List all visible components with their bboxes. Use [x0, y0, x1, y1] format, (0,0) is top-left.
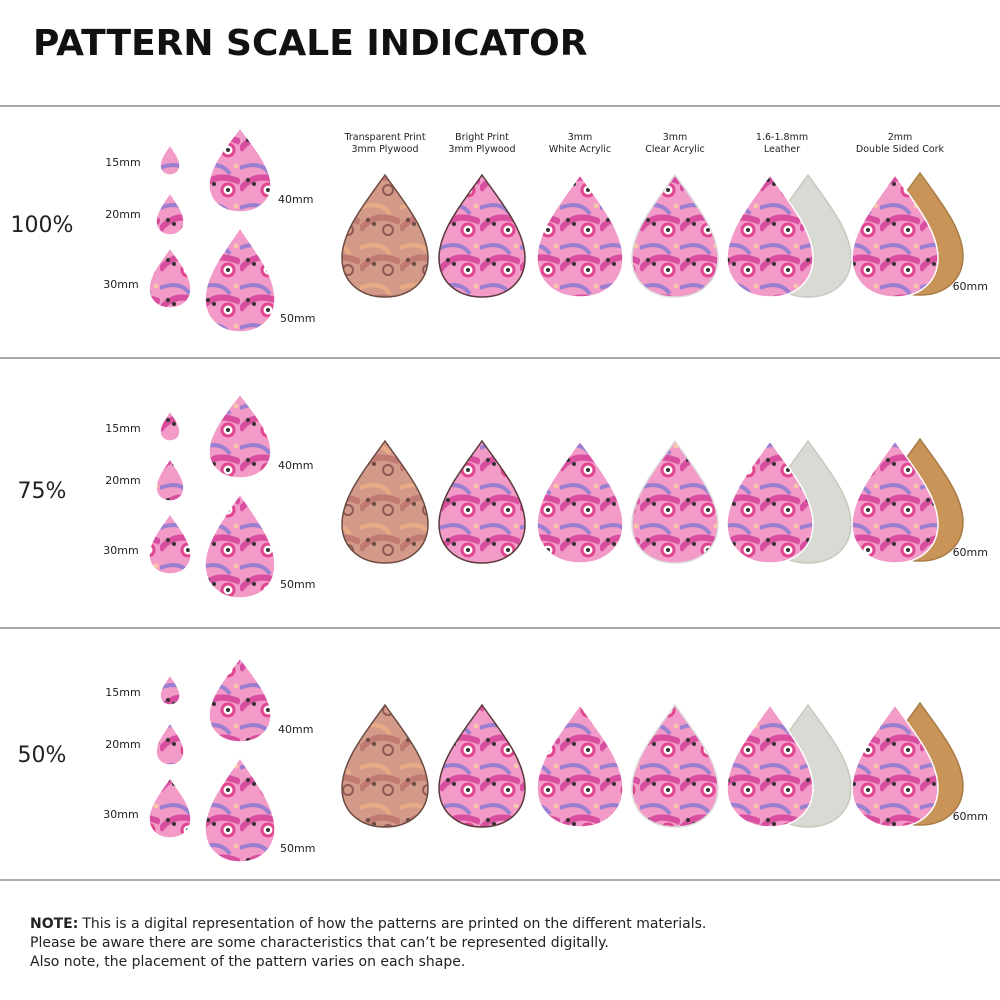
scale-label: 50% — [18, 743, 67, 768]
material-line1: 2mm — [888, 132, 913, 143]
material-line2: Clear Acrylic — [645, 144, 704, 155]
teardrop — [726, 703, 814, 828]
size-label: 15mm — [105, 686, 140, 699]
teardrop — [204, 492, 276, 599]
scale-label: 75% — [18, 479, 67, 504]
teardrop — [851, 173, 939, 298]
size-label: 15mm — [105, 156, 140, 169]
material-line1: Transparent Print — [343, 132, 425, 143]
teardrop — [631, 703, 719, 828]
scale-row: 100% 15mm 20mm 30mm 40mm 50mm 60mm — [11, 126, 988, 333]
teardrop — [438, 173, 526, 298]
scale-label: 100% — [11, 213, 74, 238]
material-line2: White Acrylic — [549, 144, 611, 155]
material-line2: 3mm Plywood — [449, 144, 516, 155]
size-label: 20mm — [105, 474, 140, 487]
material-line2: Double Sided Cork — [856, 144, 945, 155]
teardrop — [155, 457, 185, 502]
note-line: Please be aware there are some character… — [30, 935, 609, 951]
page-title: PATTERN SCALE INDICATOR — [33, 23, 588, 64]
teardrop — [851, 703, 939, 828]
size-label: 30mm — [103, 808, 138, 821]
teardrop — [148, 776, 192, 839]
note-label: NOTE: — [30, 916, 78, 932]
teardrop — [155, 721, 185, 766]
scale-row: 50% 15mm 20mm 30mm 40mm 50mm 60mm — [18, 656, 988, 863]
size-label: 50mm — [280, 578, 315, 591]
teardrop — [341, 439, 429, 564]
teardrop — [208, 656, 272, 743]
material-size-label: 60mm — [953, 280, 988, 293]
teardrop — [208, 392, 272, 479]
teardrop — [536, 439, 624, 564]
teardrop — [536, 703, 624, 828]
teardrop — [148, 512, 192, 575]
material-line1: 3mm — [663, 132, 688, 143]
teardrop — [726, 173, 814, 298]
teardrop — [148, 246, 192, 309]
size-label: 40mm — [278, 723, 313, 736]
material-line1: 1.6-1.8mm — [756, 132, 808, 143]
teardrop — [341, 173, 429, 298]
material-line1: 3mm — [568, 132, 593, 143]
teardrop — [341, 703, 429, 828]
note-line: NOTE: This is a digital representation of… — [30, 916, 706, 932]
material-line1: Bright Print — [455, 132, 509, 143]
teardrop — [438, 703, 526, 828]
teardrop — [631, 173, 719, 298]
teardrop — [851, 439, 939, 564]
scale-row: 75% 15mm 20mm 30mm 40mm 50mm 60mm — [18, 392, 988, 599]
material-line2: Leather — [764, 144, 800, 155]
teardrop — [631, 439, 719, 564]
material-size-label: 60mm — [953, 810, 988, 823]
size-label: 50mm — [280, 842, 315, 855]
size-label: 30mm — [103, 544, 138, 557]
size-label: 20mm — [105, 208, 140, 221]
teardrop — [159, 143, 181, 176]
teardrop — [204, 756, 276, 863]
teardrop — [726, 439, 814, 564]
size-label: 40mm — [278, 459, 313, 472]
size-label: 50mm — [280, 312, 315, 325]
size-label: 30mm — [103, 278, 138, 291]
size-label: 15mm — [105, 422, 140, 435]
teardrop — [155, 191, 185, 236]
teardrop — [204, 226, 276, 333]
size-label: 40mm — [278, 193, 313, 206]
material-line2: 3mm Plywood — [352, 144, 419, 155]
material-size-label: 60mm — [953, 546, 988, 559]
size-label: 20mm — [105, 738, 140, 751]
note-line: Also note, the placement of the pattern … — [30, 954, 465, 970]
note: NOTE: This is a digital representation of… — [30, 916, 706, 970]
teardrop — [536, 173, 624, 298]
teardrop — [208, 126, 272, 213]
teardrop — [159, 673, 181, 706]
note-text: This is a digital representation of how … — [81, 916, 706, 932]
teardrop — [438, 439, 526, 564]
teardrop — [159, 409, 181, 442]
